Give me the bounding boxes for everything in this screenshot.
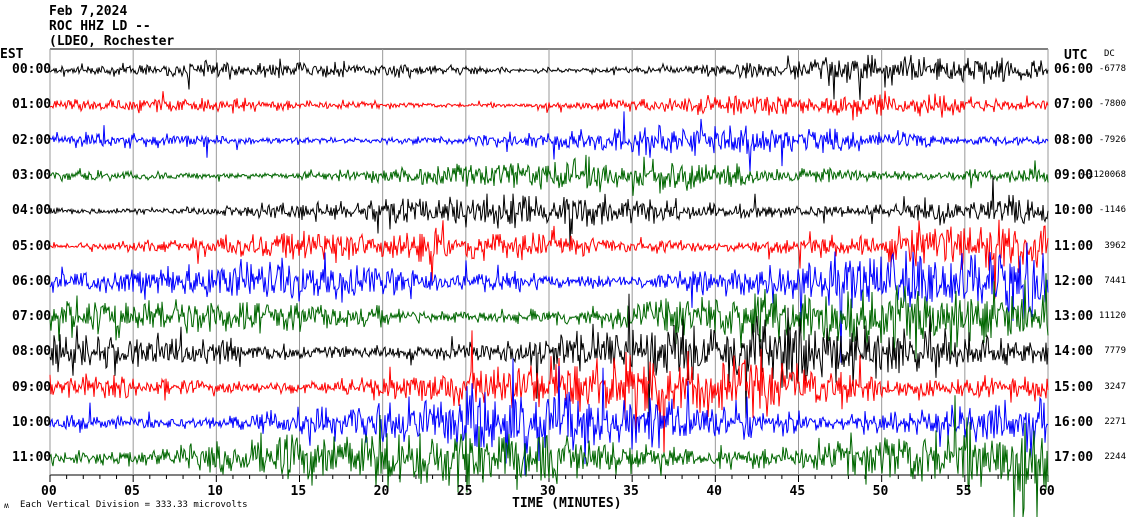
utc-hour-label: 09:00: [1054, 167, 1094, 183]
dc-offset-label: -7800: [1098, 99, 1126, 110]
est-hour-label: 09:00: [12, 379, 52, 395]
est-hour-label: 00:00: [12, 62, 52, 77]
est-hour-label: 05:00: [12, 238, 52, 254]
dc-offset-label: -7926: [1098, 134, 1126, 145]
utc-hour-label: 11:00: [1054, 238, 1094, 254]
est-hour-label: 04:00: [12, 203, 52, 219]
trace-row-1000: [49, 358, 1049, 476]
x-tick-label: 50: [872, 484, 889, 499]
x-tick-label: 05: [124, 484, 140, 499]
utc-hour-label: 06:00: [1054, 62, 1094, 77]
est-hour-label: 02:00: [12, 132, 52, 148]
dc-offset-label: 3962: [1104, 240, 1126, 251]
est-hour-label: 11:00: [12, 450, 52, 466]
x-tick-label: 10: [207, 484, 223, 499]
trace-row-0100: [49, 90, 1049, 121]
utc-hour-label: 07:00: [1054, 97, 1094, 113]
scale-note: Each Vertical Division = 333.33 microvol…: [20, 500, 248, 510]
trace-row-0800: [49, 293, 1049, 419]
dc-offset-label: 3247: [1104, 381, 1126, 392]
x-tick-label: 45: [789, 484, 806, 499]
dc-offset-label: 7441: [1104, 275, 1126, 286]
trace-row-0600: [49, 242, 1049, 363]
trace-row-0300: [49, 154, 1049, 196]
dc-offset-label: 2244: [1104, 452, 1126, 463]
x-tick-label: 60: [1039, 484, 1055, 499]
utc-hour-label: 08:00: [1054, 132, 1094, 148]
trace-row-0000: [49, 54, 1049, 100]
trace-row-0400: [49, 175, 1049, 246]
utc-hour-label: 15:00: [1054, 379, 1094, 395]
est-axis-label: EST: [0, 47, 24, 62]
x-axis-label: TIME (MINUTES): [512, 496, 622, 511]
dc-offset-label: 7779: [1104, 346, 1126, 357]
trace-row-0700: [49, 273, 1049, 360]
x-tick-label: 15: [290, 484, 307, 499]
x-tick-label: 55: [955, 484, 972, 499]
dc-offset-label: 11120: [1098, 311, 1126, 322]
dc-offset-label: 2271: [1104, 417, 1126, 427]
x-tick-label: 30: [540, 484, 556, 499]
est-hour-label: 01:00: [12, 97, 52, 113]
scale-icon: ʍ: [4, 501, 9, 510]
utc-hour-label: 12:00: [1054, 273, 1094, 289]
est-hour-label: 03:00: [12, 167, 52, 183]
est-hour-label: 10:00: [12, 415, 52, 430]
utc-hour-label: 16:00: [1054, 415, 1094, 430]
x-tick-label: 35: [623, 484, 639, 499]
utc-hour-label: 17:00: [1054, 450, 1094, 466]
date-label: Feb 7,2024: [49, 4, 128, 19]
dc-offset-label: -6778: [1098, 64, 1126, 74]
est-hour-label: 08:00: [12, 344, 52, 360]
utc-hour-label: 10:00: [1054, 203, 1094, 219]
trace-row-0900: [49, 330, 1049, 456]
dc-header: DC: [1104, 49, 1115, 59]
x-tick-label: 00: [41, 484, 57, 499]
dc-offset-label: -1146: [1098, 205, 1126, 216]
trace-row-1100: [49, 395, 1049, 518]
utc-axis-label: UTC: [1064, 48, 1088, 63]
network-label: (LDEO, Rochester: [49, 34, 175, 49]
x-tick-label: 40: [706, 484, 722, 499]
utc-hour-label: 14:00: [1054, 344, 1094, 360]
trace-row-0500: [49, 219, 1049, 299]
trace-row-0200: [49, 111, 1049, 172]
x-tick-label: 25: [456, 484, 473, 499]
utc-hour-label: 13:00: [1054, 309, 1094, 325]
est-hour-label: 07:00: [12, 309, 52, 325]
x-tick-label: 20: [373, 484, 390, 499]
est-hour-label: 06:00: [12, 273, 52, 289]
dc-offset-label: -1120068: [1082, 169, 1126, 180]
station-label: ROC HHZ LD --: [49, 19, 151, 34]
